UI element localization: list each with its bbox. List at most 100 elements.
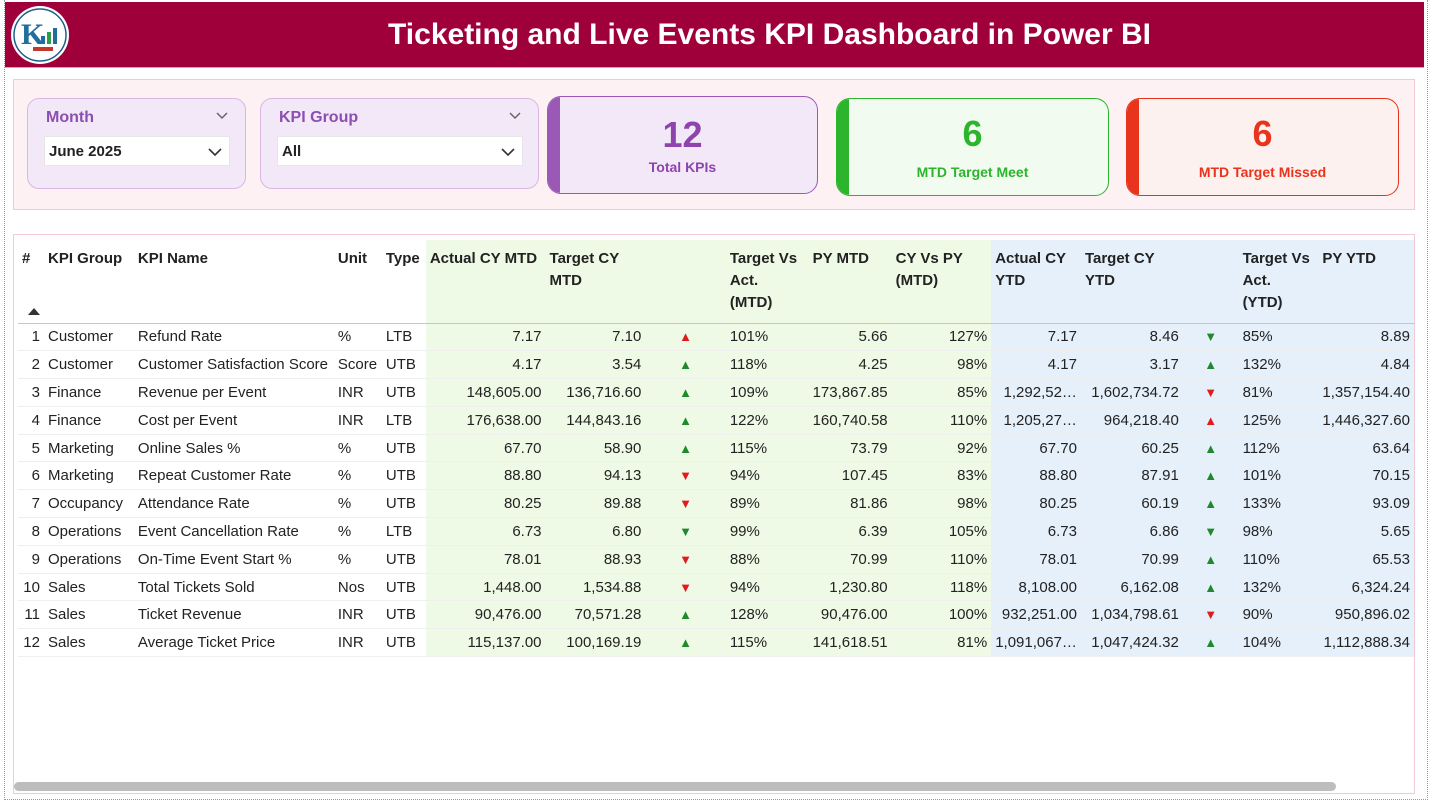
- table-row[interactable]: 10 Sales Total Tickets Sold Nos UTB 1,448.00 1…: [18, 573, 1414, 602]
- cell-cvp: 110%: [891, 545, 992, 574]
- table-row[interactable]: 11 Sales Ticket Revenue INR UTB 90,476.00 70,5…: [18, 600, 1414, 630]
- cell-a-ytd: 88.80: [991, 461, 1081, 491]
- cell-tva-ytd: 125%: [1238, 406, 1319, 435]
- status-indicator: ▲: [645, 378, 726, 407]
- status-indicator: ▲: [1182, 406, 1239, 435]
- cell-name: On-Time Event Start %: [133, 545, 334, 574]
- table-row[interactable]: 12 Sales Average Ticket Price INR UTB 115,137…: [18, 628, 1414, 658]
- status-indicator: ▲: [645, 628, 726, 658]
- col-header-actual-cy-ytd[interactable]: Actual CY YTD: [991, 240, 1081, 324]
- col-header-target-vs-act-mtd[interactable]: Target Vs Act. (MTD): [725, 240, 809, 324]
- cell-py-ytd: 4.84: [1318, 350, 1414, 380]
- col-header-unit[interactable]: Unit: [333, 240, 382, 324]
- status-indicator: ▲: [1182, 545, 1239, 574]
- table-row[interactable]: 5 Marketing Online Sales %% UTB 67.70 58.90 ▲ 1…: [18, 434, 1414, 463]
- cell-tva-mtd: 109%: [725, 378, 809, 407]
- chevron-down-icon[interactable]: [207, 144, 223, 160]
- cell-a-mtd: 1,448.00: [425, 573, 546, 602]
- chevron-down-icon[interactable]: [500, 144, 516, 160]
- col-header-target-cy-ytd[interactable]: Target CY YTD: [1080, 240, 1183, 324]
- col-header-kpi-name[interactable]: KPI Name: [133, 240, 334, 324]
- col-header-target-cy-mtd[interactable]: Target CY MTD: [545, 240, 646, 324]
- col-header-num[interactable]: #: [18, 240, 44, 324]
- col-header-py-ytd[interactable]: PY YTD: [1318, 240, 1414, 324]
- cell-t-mtd: 94.13: [545, 461, 646, 491]
- cell-tva-ytd: 101%: [1238, 461, 1319, 491]
- cell-name: Ticket Revenue: [133, 600, 334, 630]
- cell-a-mtd: 176,638.00: [425, 406, 546, 435]
- cell-py-mtd: 141,618.51: [808, 628, 892, 658]
- cell-a-ytd: 8,108.00: [991, 573, 1081, 602]
- cell-type: UTB: [381, 378, 426, 407]
- cell-name: Refund Rate: [133, 323, 334, 352]
- cell-tva-mtd: 99%: [725, 517, 809, 546]
- triangle-up-icon: ▲: [679, 635, 693, 651]
- cell-group: Customer: [43, 350, 134, 380]
- cell-unit: %: [333, 461, 382, 491]
- col-header-actual-cy-mtd[interactable]: Actual CY MTD: [425, 240, 546, 324]
- col-header-kpi-group[interactable]: KPI Group: [43, 240, 134, 324]
- cell-cvp: 83%: [891, 461, 992, 491]
- cell-unit: INR: [333, 406, 382, 435]
- cell-unit: INR: [333, 378, 382, 407]
- cell-tva-ytd: 132%: [1238, 350, 1319, 380]
- mtd-target-missed-label: MTD Target Missed: [1198, 164, 1327, 180]
- cell-type: UTB: [381, 628, 426, 658]
- total-kpis-value: 12: [662, 114, 703, 155]
- kpi-group-slicer[interactable]: KPI Group All: [260, 98, 539, 189]
- cell-tva-mtd: 115%: [725, 434, 809, 463]
- status-indicator: ▲: [1182, 489, 1239, 519]
- cell-cvp: 105%: [891, 517, 992, 546]
- status-indicator: ▼: [1182, 378, 1239, 407]
- cell-t-ytd: 1,047,424.32: [1080, 628, 1183, 658]
- cell-n: 6: [18, 461, 44, 491]
- col-header-cy-vs-py-mtd[interactable]: CY Vs PY (MTD): [891, 240, 992, 324]
- table-row[interactable]: 7 Occupancy Attendance Rate% UTB 80.25 89.88 ▼…: [18, 489, 1414, 519]
- cell-cvp: 81%: [891, 628, 992, 658]
- col-header-target-vs-act-ytd[interactable]: Target Vs Act. (YTD): [1238, 240, 1319, 324]
- cell-py-mtd: 81.86: [808, 489, 892, 519]
- cell-tva-mtd: 94%: [725, 461, 809, 491]
- triangle-down-icon: ▼: [679, 496, 693, 512]
- company-logo-icon: K: [11, 6, 69, 64]
- month-slicer[interactable]: Month June 2025: [27, 98, 246, 189]
- cell-tva-ytd: 90%: [1238, 600, 1319, 630]
- mtd-target-meet-label: MTD Target Meet: [916, 164, 1029, 180]
- table-row[interactable]: 1 Customer Refund Rate% LTB 7.17 7.10 ▲ 101% 5.6…: [18, 323, 1414, 352]
- triangle-down-icon: ▼: [1204, 384, 1218, 400]
- table-row[interactable]: 2 Customer Customer Satisfaction Score Scor…: [18, 350, 1414, 380]
- triangle-down-icon: ▼: [679, 551, 693, 567]
- status-indicator: ▼: [1182, 517, 1239, 546]
- chevron-down-icon[interactable]: [215, 109, 229, 123]
- triangle-down-icon: ▼: [679, 468, 693, 484]
- table-row[interactable]: 4 Finance Cost per Event INR LTB 176,638.00 14…: [18, 406, 1414, 435]
- col-header-type[interactable]: Type: [381, 240, 426, 324]
- cell-cvp: 127%: [891, 323, 992, 352]
- cell-py-ytd: 950,896.02: [1318, 600, 1414, 630]
- cell-n: 12: [18, 628, 44, 658]
- table-row[interactable]: 9 Operations On-Time Event Start %% UTB 78.0…: [18, 545, 1414, 574]
- triangle-up-icon: ▲: [1204, 468, 1218, 484]
- cell-unit: %: [333, 489, 382, 519]
- cell-tva-ytd: 133%: [1238, 489, 1319, 519]
- status-indicator: ▼: [645, 461, 726, 491]
- cell-n: 2: [18, 350, 44, 380]
- cell-py-mtd: 107.45: [808, 461, 892, 491]
- cell-a-mtd: 148,605.00: [425, 378, 546, 407]
- table-row[interactable]: 6 Marketing Repeat Customer Rate% UTB 88.80 9…: [18, 461, 1414, 491]
- cell-tva-ytd: 112%: [1238, 434, 1319, 463]
- cell-tva-mtd: 115%: [725, 628, 809, 658]
- table-row[interactable]: 8 Operations Event Cancellation Rate% LTB 6.…: [18, 517, 1414, 546]
- col-header-py-mtd[interactable]: PY MTD: [808, 240, 892, 324]
- cell-a-ytd: 78.01: [991, 545, 1081, 574]
- chevron-down-icon[interactable]: [508, 109, 522, 123]
- triangle-up-icon: ▲: [1204, 551, 1218, 567]
- month-slicer-label: Month: [46, 109, 94, 126]
- month-dropdown[interactable]: June 2025: [44, 136, 230, 166]
- triangle-up-icon: ▲: [679, 384, 693, 400]
- horizontal-scrollbar[interactable]: [14, 782, 1336, 791]
- cell-py-ytd: 1,112,888.34: [1318, 628, 1414, 658]
- kpi-group-dropdown[interactable]: All: [277, 136, 523, 166]
- header-bar: K Ticketing and Live Events KPI Dashboar…: [5, 2, 1424, 68]
- table-row[interactable]: 3 Finance Revenue per Event INR UTB 148,605.0…: [18, 378, 1414, 407]
